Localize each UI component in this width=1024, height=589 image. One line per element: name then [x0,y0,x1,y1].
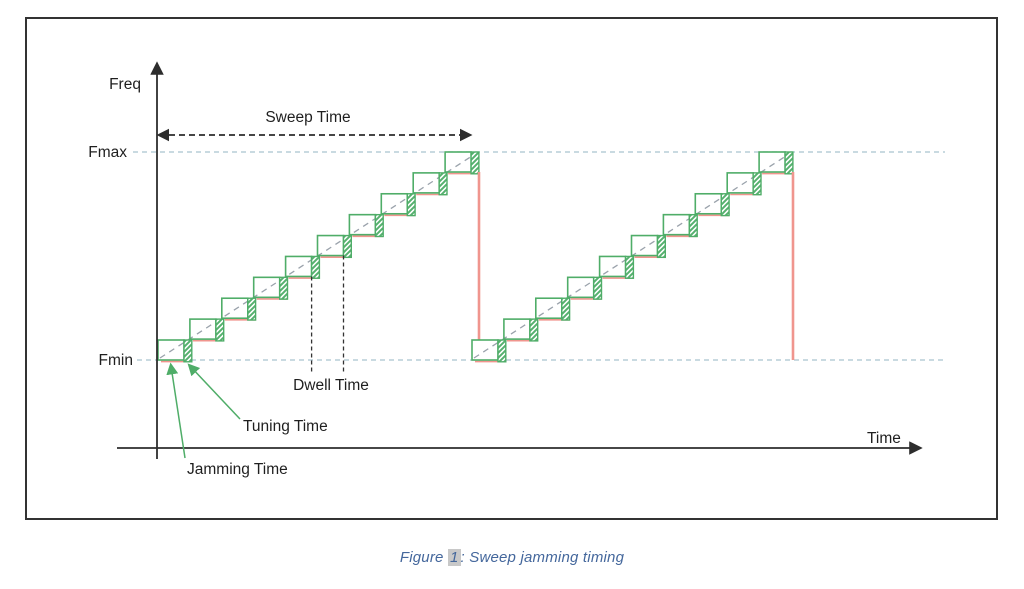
sweep-1 [157,151,481,363]
jamming-step-rect [694,192,723,215]
jamming-step-rect [758,151,786,173]
tuning-step-hatch [624,255,635,279]
jamming-step-rect [348,213,377,236]
fmin-label: Fmin [99,352,133,369]
figure-frame: Freq Fmax Fmin Sweep Time Dwell Time Tuning T… [25,17,998,520]
jamming-step-rect [284,255,313,278]
tuning-step-hatch [278,276,289,300]
sweep-2 [471,151,795,363]
tuning-step-hatch [720,193,730,217]
dwell-time-label: Dwell Time [293,377,369,394]
jamming-step-rect [380,192,409,215]
jamming-step-rect [316,234,345,257]
sweep-time-label: Sweep Time [265,109,350,126]
jamming-step-rect [221,297,249,320]
tuning-time-label: Tuning Time [243,418,328,435]
tuning-step-hatch [470,151,480,175]
tuning-step-hatch [215,318,225,342]
jamming-time-label: Jamming Time [187,461,288,478]
caption-text: : Sweep jamming timing [460,549,625,566]
tuning-step-hatch [593,276,603,300]
tuning-step-hatch [688,213,698,238]
tuning-step-hatch [784,151,794,175]
tuning-step-hatch [656,234,667,259]
tuning-time-arrow [187,363,241,420]
tuning-step-hatch [310,255,321,279]
freq-axis-label: Freq [109,76,141,93]
jamming-step-rect [471,339,499,361]
jamming-step-rect [598,255,627,278]
tuning-step-hatch [342,234,353,259]
jamming-step-rect [534,297,563,320]
tuning-step-hatch [406,193,416,217]
tuning-step-hatch [497,339,507,363]
jamming-step-rect [566,276,595,299]
figure-number-field: 1 [447,549,461,566]
tuning-step-hatch [247,297,257,321]
caption-prefix: Figure [399,549,448,566]
jamming-step-rect [503,318,531,340]
jamming-step-rect [157,339,185,361]
tuning-step-hatch [438,172,448,196]
jamming-time-arrow [166,362,186,459]
tuning-step-hatch [561,297,571,321]
tuning-step-hatch [374,213,384,238]
tuning-step-hatch [752,172,762,196]
jamming-step-rect [412,172,441,194]
time-axis-label: Time [867,430,901,447]
sweep-timing-diagram: Freq Fmax Fmin Sweep Time Dwell Time Tuning T… [88,61,945,478]
jamming-step-rect [630,234,659,257]
jamming-step-rect [662,213,691,236]
jamming-step-rect [189,318,217,340]
jamming-step-rect [726,172,755,194]
jamming-step-rect [444,151,472,173]
tuning-step-hatch [529,318,539,342]
fmax-label: Fmax [88,144,127,161]
jamming-step-rect [252,276,281,299]
tuning-step-hatch [183,339,193,363]
figure-caption: Figure 1: Sweep jamming timing [0,549,1024,566]
